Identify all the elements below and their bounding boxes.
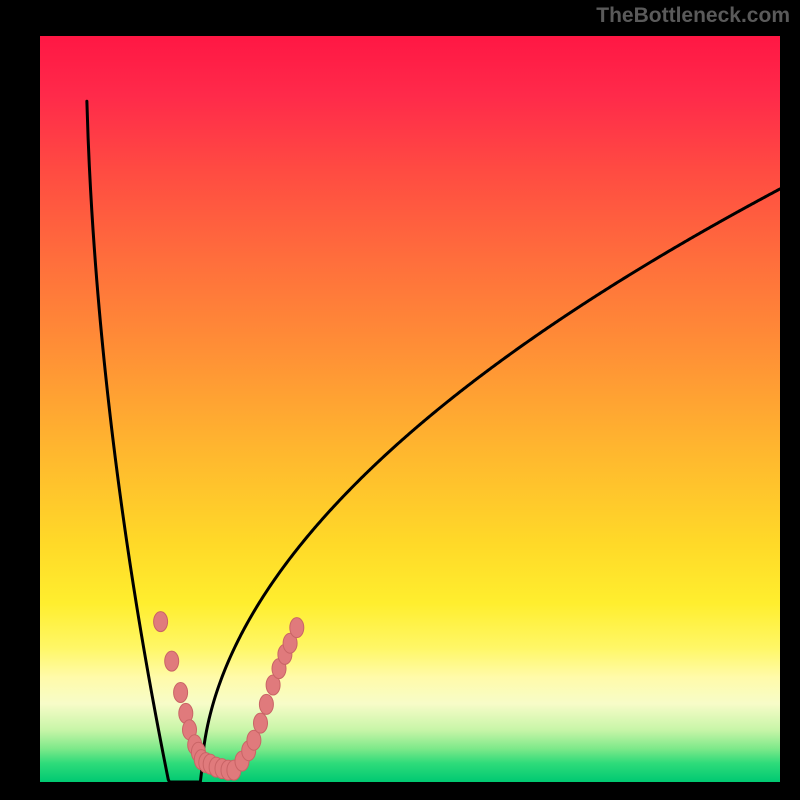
plot-area — [40, 36, 780, 782]
data-marker — [174, 683, 188, 703]
data-marker — [259, 694, 273, 714]
watermark-text: TheBottleneck.com — [596, 4, 790, 28]
data-markers — [40, 36, 780, 782]
data-marker — [154, 612, 168, 632]
data-marker — [290, 618, 304, 638]
data-marker — [165, 651, 179, 671]
data-marker — [254, 713, 268, 733]
chart-root: TheBottleneck.com — [0, 0, 800, 800]
